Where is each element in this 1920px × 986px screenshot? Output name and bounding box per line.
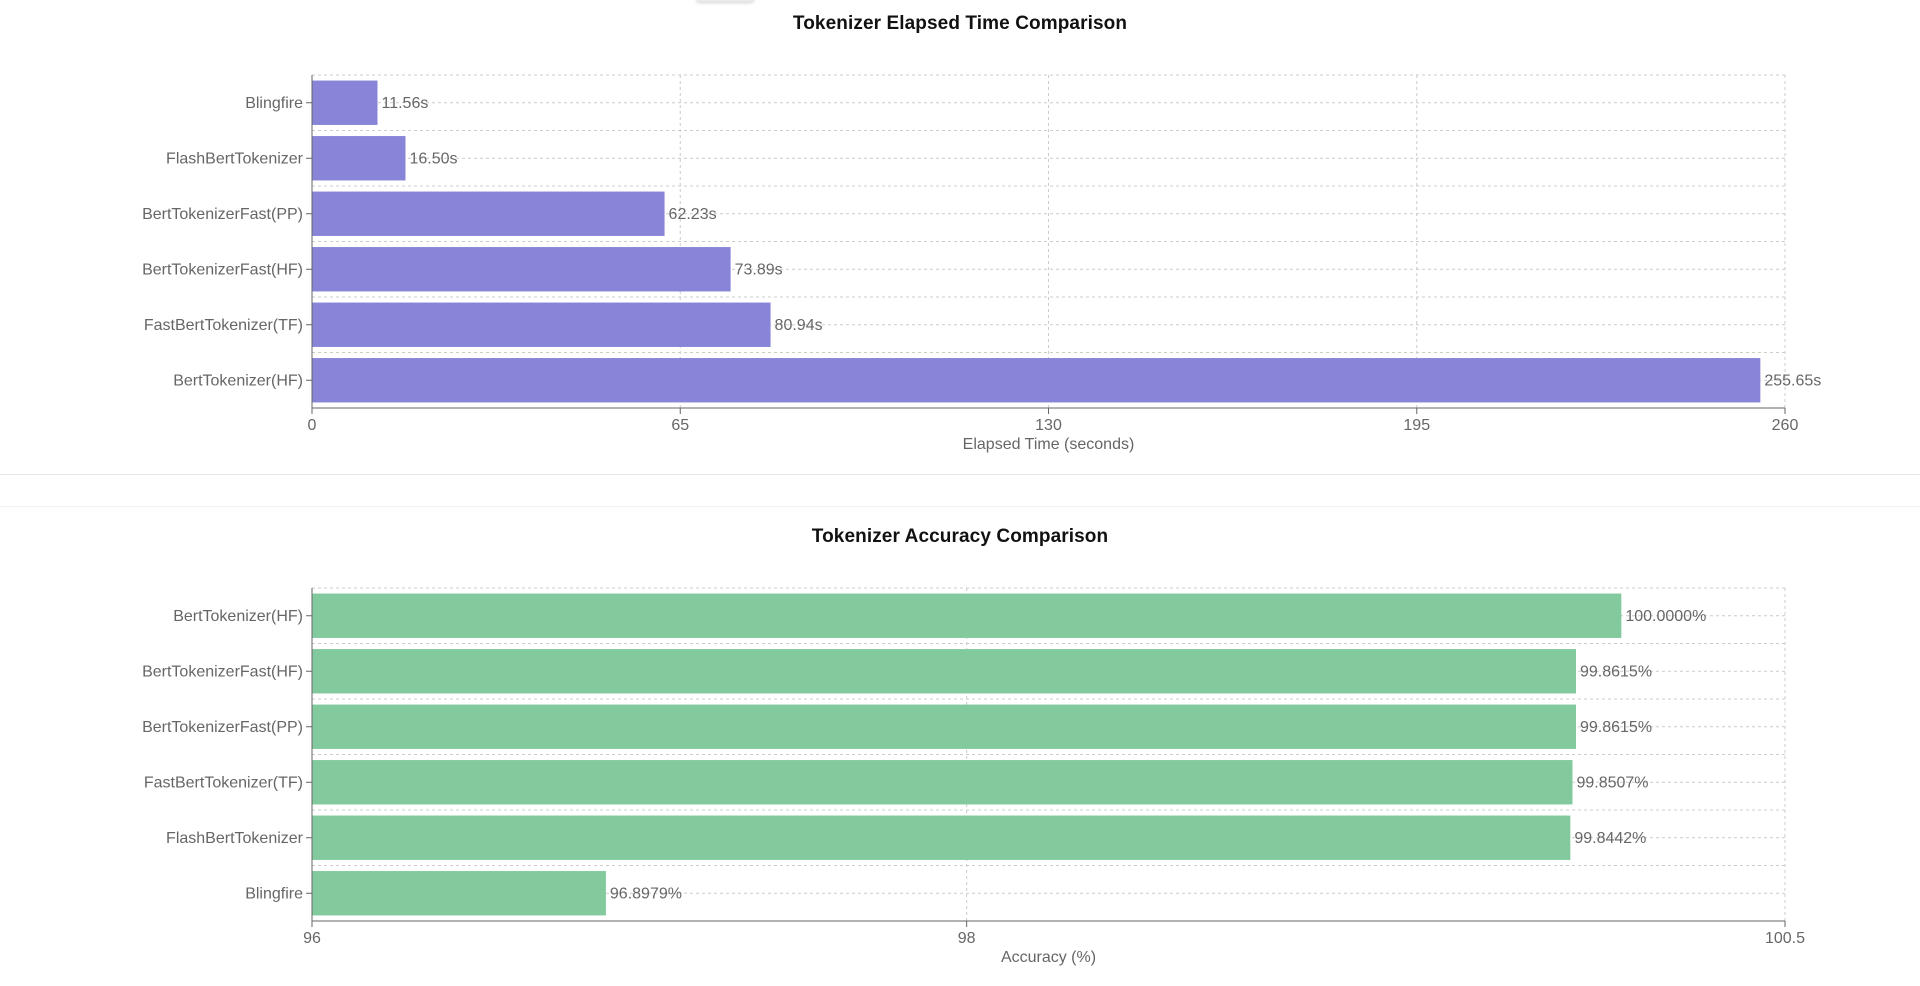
accuracy-bar[interactable] (312, 704, 1576, 749)
accuracy-bar[interactable] (312, 760, 1573, 805)
time-x-tick-label: 65 (671, 417, 689, 434)
accuracy-bar[interactable] (312, 815, 1571, 860)
accuracy-value-label: 96.8979% (610, 885, 682, 902)
time-bar[interactable] (312, 191, 665, 236)
time-bar[interactable] (312, 247, 731, 292)
time-value-label: 80.94s (775, 317, 823, 334)
time-x-tick-label: 195 (1403, 417, 1430, 434)
time-bar[interactable] (312, 358, 1761, 403)
accuracy-category-label: FlashBertTokenizer (166, 830, 304, 847)
time-value-label: 255.65s (1764, 372, 1821, 389)
time-category-label: Blingfire (245, 95, 303, 112)
time-bar[interactable] (312, 136, 406, 181)
section-divider (0, 506, 1920, 507)
accuracy-value-label: 99.8615% (1580, 663, 1652, 680)
elapsed-time-chart: 11.56s 16.50s 62.23s 73.89s 80.94s 255.65s Bli… (142, 74, 1821, 453)
time-x-tick-label: 0 (308, 417, 317, 434)
time-x-axis-label: Elapsed Time (seconds) (963, 436, 1135, 453)
section-divider (0, 474, 1920, 475)
accuracy-chart: 100.0000% 99.8615% 99.8615% 99.8507% 99.8442… (142, 587, 1805, 966)
accuracy-category-label: FastBertTokenizer(TF) (144, 774, 303, 791)
accuracy-chart-panel: 100.0000% 99.8615% 99.8615% 99.8507% 99.8442… (0, 506, 1920, 986)
scroll-handle[interactable] (696, 0, 754, 2)
accuracy-x-axis-label: Accuracy (%) (1001, 949, 1096, 966)
accuracy-x-tick-label: 98 (958, 930, 976, 947)
time-x-tick-label: 130 (1035, 417, 1062, 434)
accuracy-category-label: BertTokenizer(HF) (173, 608, 303, 625)
accuracy-x-tick-label: 96 (303, 930, 321, 947)
time-value-label: 16.50s (409, 150, 457, 167)
accuracy-chart-title: Tokenizer Accuracy Comparison (811, 526, 1109, 547)
elapsed-time-chart-title: Tokenizer Elapsed Time Comparison (792, 13, 1128, 34)
time-x-tick-label: 260 (1772, 417, 1799, 434)
accuracy-grid (312, 587, 1786, 921)
accuracy-bar[interactable] (312, 649, 1576, 694)
accuracy-category-label: BertTokenizerFast(HF) (142, 663, 303, 680)
time-category-label: FastBertTokenizer(TF) (144, 317, 303, 334)
time-category-label: BertTokenizerFast(HF) (142, 261, 303, 278)
accuracy-value-label: 99.8442% (1574, 830, 1646, 847)
elapsed-time-chart-panel: 11.56s 16.50s 62.23s 73.89s 80.94s 255.65s Bli… (0, 0, 1920, 474)
time-category-label: BertTokenizerFast(PP) (142, 206, 303, 223)
time-bar[interactable] (312, 302, 771, 347)
accuracy-x-tick-label: 100.5 (1765, 930, 1805, 947)
accuracy-bar[interactable] (312, 593, 1622, 638)
accuracy-category-label: BertTokenizerFast(PP) (142, 719, 303, 736)
accuracy-value-label: 99.8507% (1576, 774, 1648, 791)
accuracy-bar[interactable] (312, 871, 606, 916)
time-bar[interactable] (312, 80, 378, 125)
accuracy-category-label: Blingfire (245, 885, 303, 902)
time-value-label: 11.56s (381, 95, 428, 112)
time-value-label: 62.23s (669, 206, 717, 223)
accuracy-value-label: 100.0000% (1625, 608, 1706, 625)
time-value-label: 73.89s (735, 261, 783, 278)
time-grid (312, 74, 1786, 408)
time-category-label: FlashBertTokenizer (166, 150, 304, 167)
time-category-label: BertTokenizer(HF) (173, 372, 303, 389)
accuracy-value-label: 99.8615% (1580, 719, 1652, 736)
